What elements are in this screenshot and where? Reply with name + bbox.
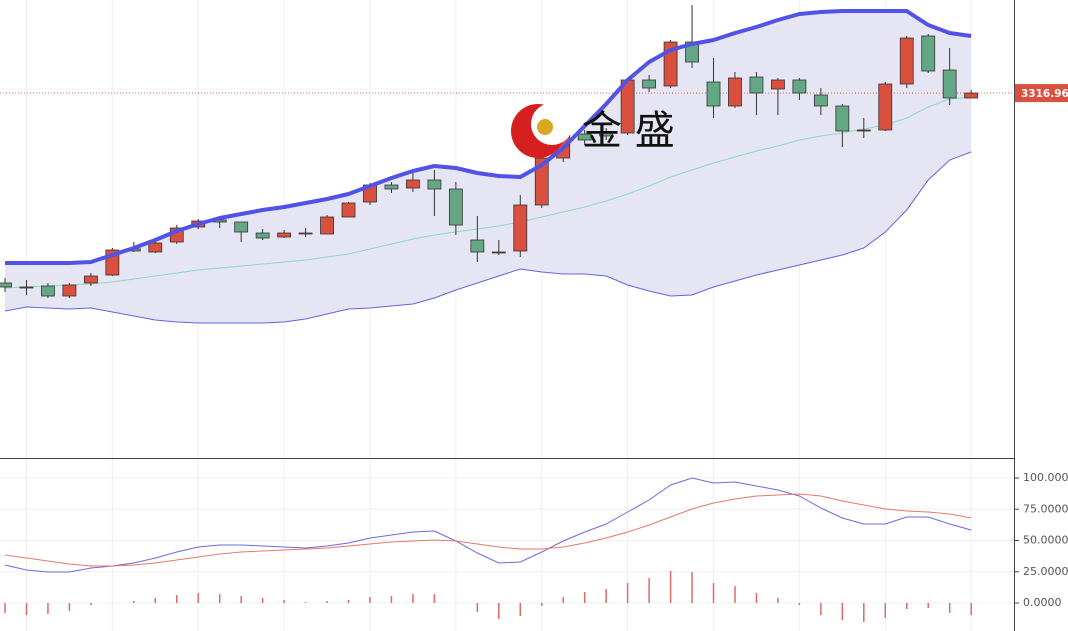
candle-body xyxy=(255,232,270,239)
histogram-bar xyxy=(755,593,758,603)
y-tick-label: 100.0000 xyxy=(1023,471,1068,484)
candle-body xyxy=(534,157,549,206)
candle-body xyxy=(384,184,399,190)
oscillator-line xyxy=(4,477,972,573)
histogram-bar xyxy=(648,578,650,603)
histogram-bar xyxy=(369,597,371,603)
candle-body xyxy=(899,37,914,85)
band-line xyxy=(4,96,972,289)
candle-body xyxy=(62,284,77,297)
histogram-bar xyxy=(583,592,586,603)
histogram-bar xyxy=(4,603,6,613)
histogram-bar xyxy=(240,596,242,603)
histogram-bar xyxy=(433,594,436,603)
histogram-bar xyxy=(734,586,736,603)
candle-body xyxy=(942,69,957,99)
candle-body xyxy=(749,76,764,94)
histogram-bar xyxy=(498,603,500,619)
histogram-bar xyxy=(691,572,693,603)
histogram-bar xyxy=(476,603,479,612)
candle-body xyxy=(427,179,442,190)
candle-body xyxy=(513,204,528,252)
histogram-bar xyxy=(626,583,629,603)
watermark: 金 盛 xyxy=(582,108,675,154)
histogram-bar xyxy=(25,603,28,615)
band-line xyxy=(5,9,972,265)
histogram-bar xyxy=(820,603,822,615)
histogram-bar xyxy=(777,598,779,603)
logo xyxy=(511,103,573,158)
histogram-bar xyxy=(390,596,393,603)
candle-body xyxy=(406,179,420,189)
candle-body xyxy=(599,131,614,137)
candle-body xyxy=(470,239,485,253)
histogram-bar xyxy=(712,583,715,603)
y-tick-label: 50.0000 xyxy=(1023,534,1068,547)
histogram-bar xyxy=(562,597,564,603)
y-tick-label: 25.0000 xyxy=(1023,565,1068,578)
oscillator-line xyxy=(4,493,972,567)
price-label: 3316.96 xyxy=(1021,88,1068,100)
histogram-bar xyxy=(197,593,199,603)
candle-body xyxy=(771,79,785,90)
candle-body xyxy=(0,282,12,288)
candle-body xyxy=(878,83,893,131)
histogram-bar xyxy=(798,603,801,605)
candle-body xyxy=(277,232,292,238)
histogram-bar xyxy=(927,603,929,608)
candle-body xyxy=(856,129,871,132)
candle-body xyxy=(19,286,34,289)
price-label-bg xyxy=(1015,84,1068,103)
candle-body xyxy=(813,94,828,107)
candle-body xyxy=(491,251,506,254)
y-tick-label: 0.0000 xyxy=(1023,596,1062,609)
histogram-bar xyxy=(948,603,951,613)
candle-body xyxy=(83,275,98,284)
histogram-bar xyxy=(541,603,543,606)
histogram-bar xyxy=(133,601,135,603)
histogram-bar xyxy=(283,600,285,603)
candle-body xyxy=(341,202,356,218)
candle-body xyxy=(792,79,807,94)
candle-body xyxy=(964,92,979,99)
histogram-bar xyxy=(47,603,49,614)
histogram-bar xyxy=(347,600,350,603)
histogram-bar xyxy=(519,603,522,616)
histogram-bar xyxy=(90,603,92,605)
histogram-bar xyxy=(261,598,264,603)
histogram-bar xyxy=(863,603,865,622)
histogram-bar xyxy=(176,595,178,603)
band-fill xyxy=(5,11,972,323)
candle-body xyxy=(835,105,850,132)
histogram-bar xyxy=(326,601,328,603)
histogram-bar xyxy=(884,603,887,618)
histogram-bar xyxy=(905,603,908,609)
candle-body xyxy=(577,133,592,141)
y-tick-label: 75.0000 xyxy=(1023,502,1068,515)
histogram-bar xyxy=(154,598,157,603)
candle-body xyxy=(148,242,163,253)
histogram-bar xyxy=(669,571,672,603)
candle-body xyxy=(642,79,656,89)
histogram-bar xyxy=(841,603,844,620)
candle-body xyxy=(298,232,313,235)
band-line xyxy=(4,151,972,324)
candle-body xyxy=(320,216,334,235)
histogram-bar xyxy=(68,603,71,611)
candle-body xyxy=(728,77,742,107)
histogram-bar xyxy=(605,589,607,603)
candle-body xyxy=(41,285,55,297)
histogram-bar xyxy=(304,602,307,603)
histogram-bar xyxy=(218,594,221,603)
logo-ball xyxy=(537,119,553,135)
candle-body xyxy=(234,221,249,233)
candle-body xyxy=(706,81,721,107)
histogram-bar xyxy=(970,603,972,615)
candle-body xyxy=(448,188,463,226)
candle-body xyxy=(921,35,936,72)
histogram-bar xyxy=(412,594,414,603)
